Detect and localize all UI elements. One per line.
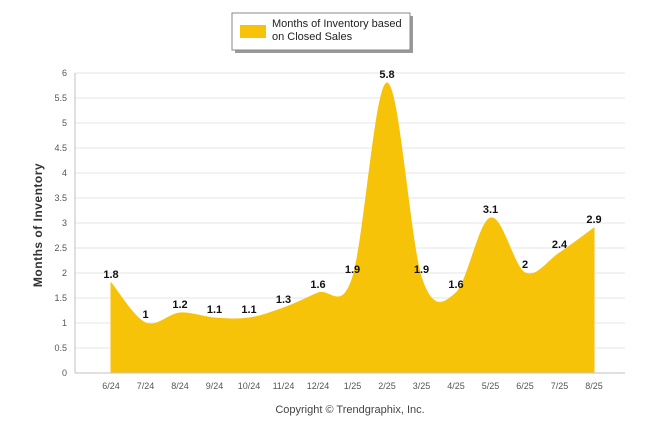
x-tick-label: 6/25 [516, 381, 534, 391]
data-label: 1.3 [276, 294, 291, 306]
y-tick-label: 1.5 [54, 293, 67, 303]
y-tick-label: 5.5 [54, 93, 67, 103]
x-tick-label: 10/24 [238, 381, 261, 391]
x-tick-label: 8/25 [585, 381, 603, 391]
data-label: 1.8 [103, 269, 118, 281]
data-labels: 1.8 1 1.2 1.1 1.1 1.3 1.6 1.9 5.8 1.9 1.6 3.1 2 2.4 2.… [103, 69, 601, 321]
x-tick-label: 9/24 [206, 381, 224, 391]
y-tick-label: 2 [62, 268, 67, 278]
series-area-fill [110, 82, 595, 374]
x-tick-label: 1/25 [344, 381, 362, 391]
x-tick-label: 6/24 [102, 381, 120, 391]
x-tick-label: 5/25 [482, 381, 500, 391]
axes [74, 73, 625, 374]
data-label: 2 [522, 259, 528, 271]
y-tick-label: 3.5 [54, 193, 67, 203]
y-tick-label: 0.5 [54, 343, 67, 353]
legend-label-line2: on Closed Sales [272, 31, 353, 43]
data-label: 1.6 [448, 279, 463, 291]
data-label: 1.6 [310, 279, 325, 291]
y-tick-label: 6 [62, 68, 67, 78]
x-tick-label: 12/24 [307, 381, 330, 391]
data-label: 1.2 [172, 299, 187, 311]
y-tick-label: 1 [62, 318, 67, 328]
data-label: 1.1 [207, 304, 222, 316]
y-tick-label: 4.5 [54, 143, 67, 153]
x-tick-label: 3/25 [413, 381, 431, 391]
data-label: 1.9 [414, 264, 429, 276]
data-label: 3.1 [483, 204, 498, 216]
legend-label-line1: Months of Inventory based [272, 18, 402, 30]
y-axis-title: Months of Inventory [31, 163, 45, 287]
legend-swatch [240, 25, 266, 38]
y-tick-label: 3 [62, 218, 67, 228]
x-tick-label: 2/25 [378, 381, 396, 391]
data-label: 1 [142, 309, 148, 321]
y-tick-label: 5 [62, 118, 67, 128]
y-tick-label: 2.5 [54, 243, 67, 253]
data-label: 1.9 [345, 264, 360, 276]
y-tick-labels: 0 0.5 1 1.5 2 2.5 3 3.5 4 4.5 5 5.5 6 [54, 68, 67, 378]
x-tick-label: 11/24 [273, 381, 295, 391]
x-tick-label: 4/25 [447, 381, 465, 391]
legend[interactable]: Months of Inventory based on Closed Sale… [231, 12, 413, 53]
x-tick-label: 7/25 [551, 381, 569, 391]
x-tick-labels: 6/24 7/24 8/24 9/24 10/24 11/24 12/24 1/25 2/25 3… [102, 381, 603, 391]
x-tick-label: 7/24 [137, 381, 155, 391]
x-tick-label: 8/24 [171, 381, 189, 391]
series-area [110, 82, 595, 374]
y-tick-label: 4 [62, 168, 67, 178]
copyright-credit: Copyright © Trendgraphix, Inc. [275, 404, 424, 416]
data-label: 2.4 [552, 239, 568, 251]
y-tick-label: 0 [62, 368, 67, 378]
data-label: 2.9 [586, 214, 601, 226]
data-label: 1.1 [241, 304, 256, 316]
data-label: 5.8 [379, 69, 394, 81]
